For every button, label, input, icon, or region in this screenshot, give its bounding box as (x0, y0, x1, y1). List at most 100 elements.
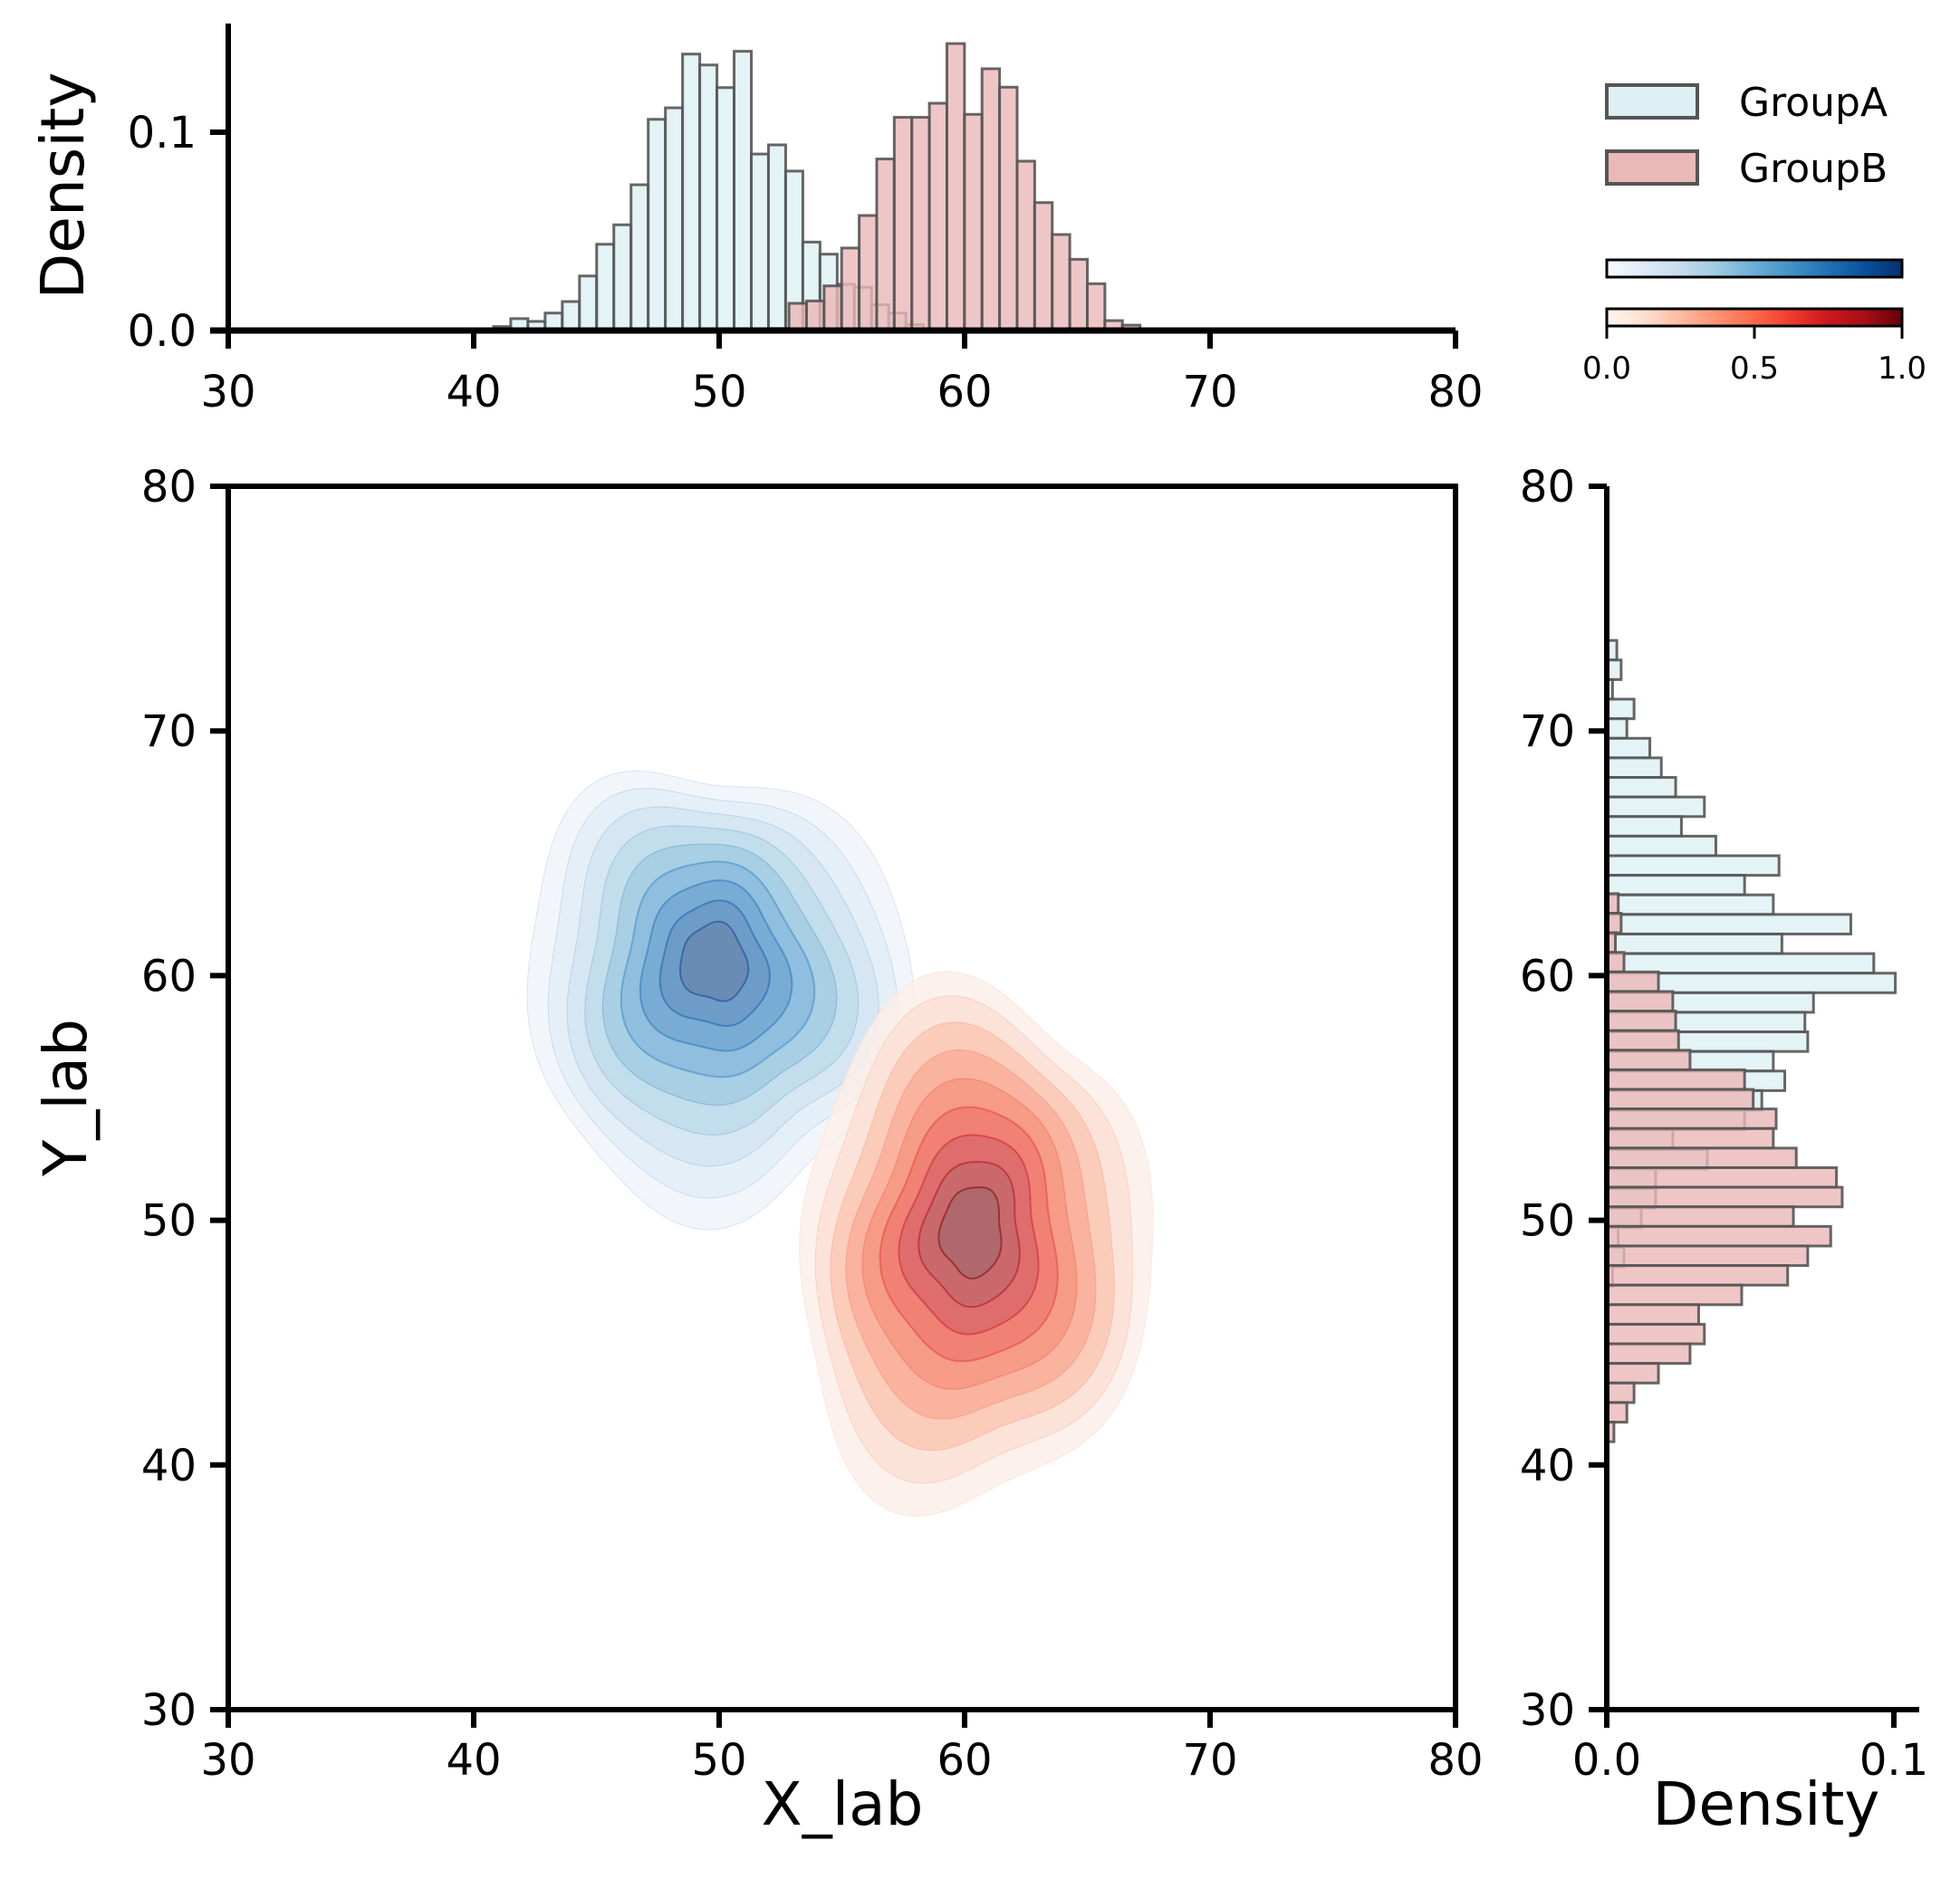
top-bar-groupa (578, 274, 599, 332)
kde-groupb (799, 971, 1154, 1517)
main-kde-plot: 30 40 50 60 70 80 30 40 50 60 70 80 X_lab Y_lab (31, 462, 1484, 1839)
right-ytick-label: 60 (1520, 951, 1575, 1002)
main-ytick-label: 60 (141, 951, 197, 1002)
right-bar-groupb (1605, 1381, 1636, 1404)
top-bar-groupa (698, 63, 719, 332)
main-xtick-label: 60 (937, 1735, 992, 1786)
right-bar-groupa (1605, 815, 1683, 838)
main-axes: 30 40 50 60 70 80 30 40 50 60 70 80 (141, 462, 1484, 1786)
top-bar-groupb (1033, 201, 1054, 332)
main-ytick-label: 80 (141, 462, 197, 513)
right-bar-groupb (1605, 1362, 1660, 1385)
top-bar-groupb (822, 284, 843, 332)
right-bar-groupa (1605, 952, 1876, 975)
kde-level-groupb-9 (937, 1186, 1003, 1280)
top-bar-groupb (858, 214, 879, 332)
right-bar-groupb (1605, 1088, 1755, 1111)
right-bar-groupb (1605, 970, 1660, 993)
top-bar-groupa (733, 50, 754, 332)
right-ytick-label: 70 (1520, 706, 1575, 757)
top-xtick-label: 60 (937, 367, 992, 417)
top-bar-groupb (1086, 282, 1107, 332)
top-bar-groupa (595, 243, 616, 332)
right-bar-groupa (1605, 795, 1706, 819)
right-bar-groupa (1605, 913, 1852, 935)
right-bar-groupa (1605, 874, 1746, 896)
top-histogram-bars (492, 42, 1177, 332)
top-xtick-label: 70 (1182, 367, 1237, 417)
legend: GroupA GroupB (1605, 80, 1888, 192)
legend-swatch-groupa (1605, 83, 1699, 120)
right-histogram-bars (1605, 638, 1898, 1443)
main-ytick-label: 30 (141, 1685, 197, 1736)
right-histogram: 30 40 50 60 70 80 0.0 0.1 Density (1520, 462, 1928, 1839)
right-ytick-label: 80 (1520, 462, 1575, 513)
kde-level-groupa-9 (679, 920, 750, 1002)
right-bar-groupb (1605, 1166, 1839, 1189)
colorbar-ticks: 0.0 0.5 1.0 (1582, 326, 1926, 387)
top-bar-groupb (875, 158, 896, 332)
right-bar-groupa (1605, 717, 1629, 740)
colorbars: 0.0 0.5 1.0 (1582, 258, 1926, 387)
right-bar-groupb (1605, 1244, 1810, 1268)
right-bar-groupa (1605, 854, 1781, 877)
colorbar-reds (1605, 307, 1904, 328)
right-bar-groupa (1605, 834, 1717, 858)
right-bar-groupb (1605, 1126, 1775, 1150)
top-bar-groupb (804, 299, 826, 332)
top-bar-groupa (561, 300, 581, 332)
legend-label-groupa: GroupA (1739, 80, 1888, 126)
top-hist-ylabel: Density (28, 72, 98, 300)
right-bar-groupa (1605, 893, 1775, 916)
kde-contours (526, 770, 1154, 1517)
top-bar-groupa (647, 118, 668, 332)
top-bar-groupa (681, 53, 702, 332)
legend-label-groupb: GroupB (1739, 146, 1888, 192)
right-xtick-label: 0.0 (1572, 1735, 1641, 1786)
right-bar-groupb (1605, 1224, 1832, 1248)
right-bar-groupb (1605, 1322, 1706, 1346)
right-bar-groupb (1605, 1010, 1677, 1032)
right-bar-groupb (1605, 1146, 1798, 1170)
top-ytick-label: 0.0 (128, 306, 197, 357)
top-bar-groupb (1015, 159, 1036, 332)
top-bar-groupb (927, 101, 948, 332)
colorbar-tick-label: 1.0 (1878, 350, 1926, 387)
main-xtick-label: 80 (1427, 1735, 1483, 1786)
main-xtick-label: 70 (1182, 1735, 1237, 1786)
top-xtick-label: 30 (200, 367, 255, 417)
top-bar-groupb (945, 42, 966, 332)
right-bar-groupb (1605, 1049, 1692, 1071)
right-hist-xlabel: Density (1653, 1769, 1880, 1839)
top-bar-groupb (1068, 257, 1090, 332)
top-ytick-label: 0.1 (128, 108, 197, 158)
right-histogram-axes: 30 40 50 60 70 80 0.0 0.1 (1520, 462, 1928, 1786)
right-bar-groupa (1605, 756, 1663, 780)
colorbar-tick-label: 0.0 (1582, 350, 1631, 387)
top-bar-groupb (787, 302, 808, 332)
right-bar-groupa (1605, 736, 1652, 760)
top-bar-groupb (840, 246, 861, 332)
colorbar-blues (1605, 258, 1904, 279)
right-bar-groupb (1605, 1185, 1844, 1209)
main-ytick-label: 50 (141, 1196, 197, 1247)
right-bar-groupb (1605, 1303, 1700, 1326)
right-ytick-label: 40 (1520, 1441, 1575, 1491)
top-bar-groupa (664, 106, 685, 332)
top-bar-groupb (980, 67, 1002, 332)
top-xtick-label: 80 (1427, 367, 1483, 417)
main-xtick-label: 30 (200, 1735, 255, 1786)
right-ytick-label: 50 (1520, 1196, 1575, 1247)
top-histogram: 30 40 50 60 70 80 0.0 0.1 Density (28, 24, 1484, 417)
top-histogram-axes: 30 40 50 60 70 80 0.0 0.1 (128, 24, 1484, 417)
right-bar-groupb (1605, 990, 1675, 1013)
top-bar-groupa (629, 183, 650, 332)
top-xtick-label: 50 (691, 367, 746, 417)
right-bar-groupa (1605, 697, 1636, 721)
top-bar-groupa (612, 223, 633, 332)
top-bar-groupa (750, 152, 770, 332)
right-bar-groupb (1605, 1205, 1795, 1228)
main-ylabel: Y_lab (31, 1019, 101, 1177)
main-xlabel: X_lab (762, 1769, 924, 1839)
main-ytick-label: 40 (141, 1441, 197, 1491)
